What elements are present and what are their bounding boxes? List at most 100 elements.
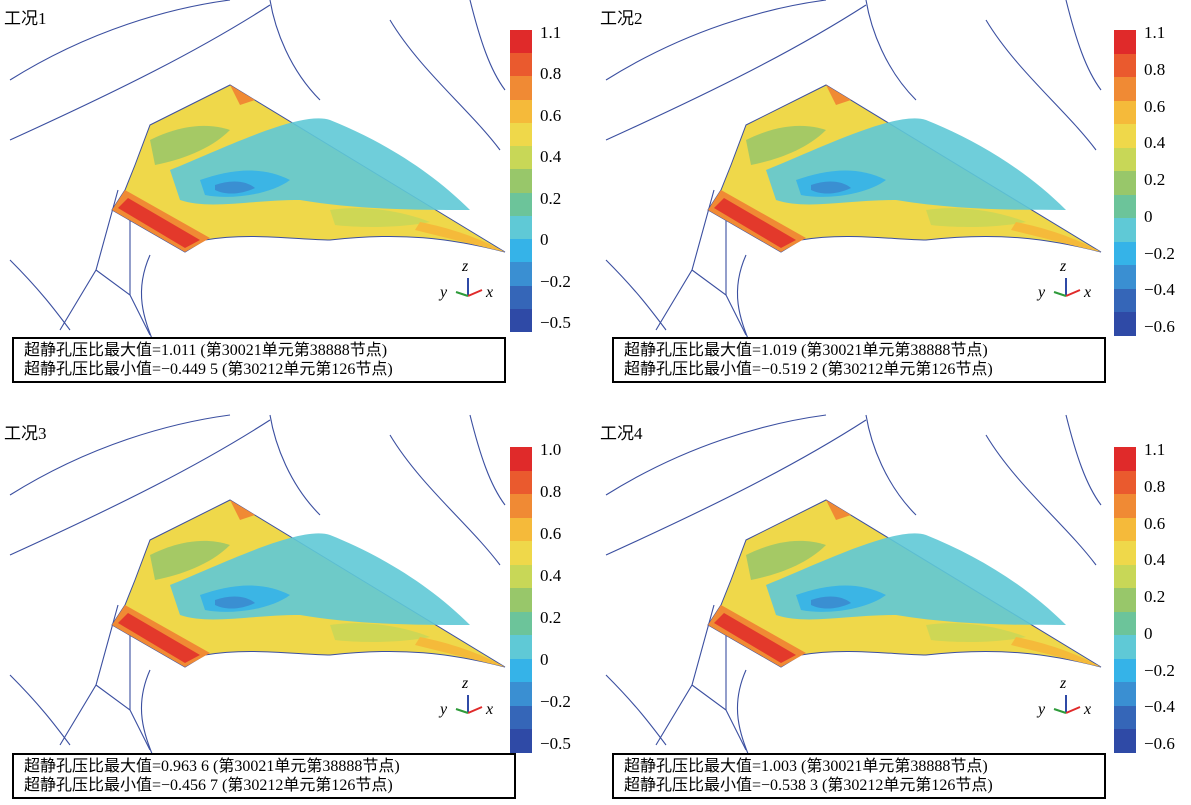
legend-tick-label: 0.8 <box>540 64 562 84</box>
legend-swatch <box>510 215 532 240</box>
min-value-line: 超静孔压比最小值=−0.519 2 (第30212单元第126节点) <box>624 361 993 378</box>
wireframe-line <box>985 19 1097 151</box>
min-value-line: 超静孔压比最小值=−0.449 5 (第30212单元第126节点) <box>24 361 393 378</box>
legend-swatch <box>1114 447 1136 472</box>
wireframe-line <box>469 0 506 91</box>
wireframe-line <box>605 674 667 746</box>
legend-tick-label: −0.2 <box>540 271 571 291</box>
legend-tick-label: 0.6 <box>540 105 562 125</box>
wireframe-line <box>865 0 917 101</box>
axis-label-z: z <box>462 675 469 692</box>
legend-tick-label: 0.6 <box>540 524 562 543</box>
legend-swatch <box>510 192 532 217</box>
legend-tick-label: 0 <box>540 230 549 250</box>
case-panel-2: 工况2 1.1 0.8 0.6 0.4 0.2 0 −0.2 −0.4 −0.6 z y x 超静孔压比最… <box>596 0 1191 402</box>
wireframe-line <box>469 414 506 506</box>
color-legend: 1.1 0.8 0.6 0.4 0.2 0 −0.2 −0.4 −0.6 <box>1114 24 1191 337</box>
legend-tick-label: −0.2 <box>1144 660 1175 680</box>
legend-swatch <box>1114 705 1136 730</box>
legend-tick-label: 0.2 <box>1144 587 1166 606</box>
wireframe-line <box>59 604 119 746</box>
wireframe-line <box>9 0 231 81</box>
legend-swatch <box>1114 611 1136 636</box>
axis-label-x: x <box>1084 701 1092 718</box>
contour-scene <box>9 0 506 361</box>
legend-swatch <box>510 635 532 660</box>
wireframe-line <box>9 4 271 141</box>
legend-tick-label: 0.6 <box>1144 513 1166 533</box>
legend-tick-label: −0.5 <box>540 313 571 332</box>
legend-tick-label: −0.2 <box>1144 243 1175 263</box>
color-legend: 1.1 0.8 0.6 0.4 0.2 0 −0.2 −0.5 <box>510 24 590 333</box>
legend-swatch <box>1114 265 1136 290</box>
legend-tick-label: 0.4 <box>1144 133 1166 153</box>
wireframe-line <box>9 419 271 556</box>
wireframe-line <box>269 0 321 101</box>
contour-region <box>707 499 1102 668</box>
legend-tick-label: 1.1 <box>1144 23 1166 42</box>
case-panel-4: 工况4 1.1 0.8 0.6 0.4 0.2 0 −0.2 −0.4 −0.6 z y x 超静孔压比最… <box>596 403 1191 805</box>
axis-label-z: z <box>1060 258 1067 275</box>
legend-tick-label: 1.1 <box>1144 440 1166 459</box>
axis-label-x: x <box>1084 284 1092 301</box>
legend-swatch <box>510 76 532 101</box>
legend-tick-label: −0.6 <box>1144 317 1175 336</box>
legend-tick-label: 0.4 <box>540 566 562 585</box>
legend-swatch <box>510 30 532 54</box>
axis-label-x: x <box>486 701 494 718</box>
legend-swatch <box>1114 564 1136 589</box>
pore-pressure-info-box: 超静孔压比最大值=1.011 (第30021单元第38888节点) 超静孔压比最小… <box>12 337 506 383</box>
legend-tick-label: 0.2 <box>1144 170 1166 189</box>
legend-swatch <box>1114 729 1136 754</box>
wireframe-line <box>655 604 715 746</box>
legend-swatch <box>1114 312 1136 337</box>
legend-tick-label: 0.8 <box>540 482 562 501</box>
wireframe-line <box>9 674 71 746</box>
legend-swatch <box>510 564 532 589</box>
legend-tick-label: 0.8 <box>1144 476 1166 496</box>
axis-label-y: y <box>1038 701 1046 718</box>
legend-swatch <box>1114 682 1136 707</box>
legend-swatch <box>510 682 532 707</box>
axis-label-z: z <box>462 258 469 275</box>
pore-pressure-info-box: 超静孔压比最大值=0.963 6 (第30021单元第38888节点) 超静孔压比… <box>12 753 516 799</box>
legend-swatch <box>1114 635 1136 660</box>
legend-swatch <box>1114 53 1136 78</box>
case-title: 工况1 <box>4 9 47 28</box>
wireframe-line <box>605 0 827 81</box>
legend-swatch <box>510 541 532 566</box>
wireframe-line <box>1065 414 1102 506</box>
axis-label-y: y <box>440 284 448 301</box>
contour-region <box>111 499 506 668</box>
legend-swatch <box>510 470 532 495</box>
wireframe-line <box>389 434 501 566</box>
axis-label-z: z <box>1060 675 1067 692</box>
legend-swatch <box>510 53 532 77</box>
wireframe-line <box>269 414 321 516</box>
legend-swatch <box>510 517 532 542</box>
legend-swatch <box>1114 588 1136 613</box>
color-legend: 1.0 0.8 0.6 0.4 0.2 0 −0.2 −0.5 <box>510 441 590 754</box>
legend-swatch <box>510 447 532 472</box>
legend-swatch <box>510 146 532 170</box>
legend-tick-label: 0.2 <box>540 188 562 208</box>
legend-swatch <box>1114 517 1136 542</box>
axis-label-y: y <box>1038 284 1046 301</box>
case-panel-1: 工况1 1.1 0.8 0.6 0.4 0.2 0 −0.2 −0.5 z y x 超静孔压比最大值=1… <box>0 0 595 402</box>
wireframe-line <box>605 4 867 141</box>
legend-swatch <box>510 99 532 124</box>
wireframe-line <box>605 414 827 496</box>
legend-swatch <box>1114 171 1136 196</box>
legend-tick-label: 0.4 <box>540 147 562 167</box>
legend-tick-label: −0.6 <box>1144 734 1175 753</box>
legend-swatch <box>510 494 532 519</box>
legend-swatch <box>1114 30 1136 55</box>
legend-tick-label: −0.5 <box>540 734 571 753</box>
wireframe-line <box>59 189 119 331</box>
pore-pressure-info-box: 超静孔压比最大值=1.019 (第30021单元第38888节点) 超静孔压比最小… <box>612 337 1106 383</box>
legend-swatch <box>1114 194 1136 219</box>
